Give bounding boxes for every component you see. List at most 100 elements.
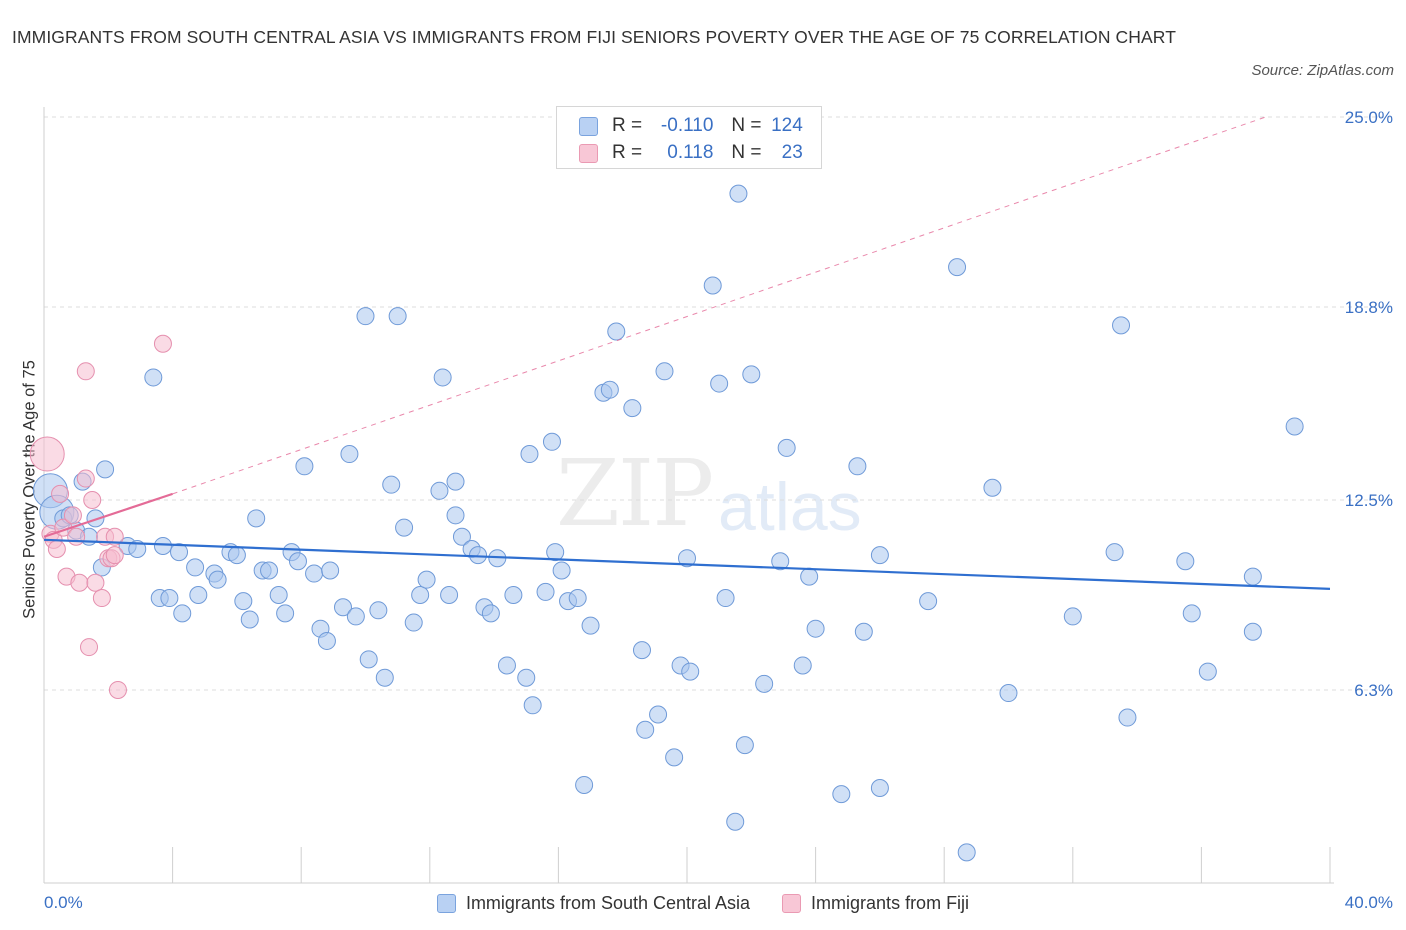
point-south-central-asia-69: [546, 543, 565, 562]
point-south-central-asia-102: [854, 622, 873, 641]
bottom-legend: Immigrants from South Central Asia Immig…: [0, 888, 1406, 918]
point-south-central-asia-30: [276, 604, 295, 623]
point-south-central-asia-21: [208, 570, 227, 589]
point-south-central-asia-25: [240, 610, 259, 629]
point-fiji-20: [105, 527, 124, 546]
n-label: N =: [731, 142, 762, 163]
point-south-central-asia-79: [632, 641, 651, 660]
point-south-central-asia-100: [832, 785, 851, 804]
point-fiji-11: [76, 362, 95, 381]
point-south-central-asia-11: [128, 540, 147, 559]
stats-row-fiji: R = 0.118 N = 23: [579, 140, 803, 166]
point-south-central-asia-110: [1063, 607, 1082, 626]
point-south-central-asia-91: [729, 184, 748, 203]
point-south-central-asia-111: [1105, 543, 1124, 562]
point-south-central-asia-17: [170, 543, 189, 562]
point-south-central-asia-99: [806, 619, 825, 638]
point-south-central-asia-54: [446, 472, 465, 491]
r-label: R =: [612, 115, 643, 136]
point-south-central-asia-38: [333, 598, 352, 617]
point-south-central-asia-74: [581, 616, 600, 635]
watermark-zip: ZIP: [556, 440, 714, 547]
point-south-central-asia-106: [948, 258, 967, 277]
pink-swatch-icon: [579, 143, 598, 163]
point-fiji-7: [63, 506, 82, 525]
point-fiji-0: [29, 436, 65, 472]
point-south-central-asia-72: [568, 589, 587, 608]
point-south-central-asia-73: [575, 775, 594, 794]
point-south-central-asia-115: [1182, 604, 1201, 623]
r-label: R =: [612, 142, 643, 163]
point-south-central-asia-65: [523, 696, 542, 715]
point-south-central-asia-105: [919, 592, 938, 611]
legend-item-south-central-asia[interactable]: Immigrants from South Central Asia: [436, 893, 750, 914]
y-tick-label-0: 6.3%: [1354, 681, 1393, 700]
point-south-central-asia-104: [870, 546, 889, 565]
chart-title: IMMIGRANTS FROM SOUTH CENTRAL ASIA VS IM…: [12, 27, 1176, 47]
legend-item-fiji[interactable]: Immigrants from Fiji: [782, 893, 969, 914]
point-south-central-asia-48: [404, 613, 423, 632]
point-fiji-14: [86, 573, 105, 592]
y-tick-label-2: 18.8%: [1345, 298, 1393, 317]
ticks-layer: 6.3% 12.5% 18.8% 25.0% 0.0% 40.0%: [44, 108, 1393, 912]
n-value-pink: 23: [781, 142, 803, 163]
point-fiji-21: [108, 680, 127, 699]
point-south-central-asia-87: [703, 276, 722, 295]
point-south-central-asia-52: [433, 368, 452, 387]
point-fiji-13: [83, 491, 102, 509]
point-south-central-asia-112: [1112, 316, 1131, 335]
point-south-central-asia-96: [777, 438, 796, 457]
point-south-central-asia-108: [983, 478, 1002, 497]
point-fiji-22: [153, 334, 172, 353]
point-south-central-asia-114: [1176, 552, 1195, 571]
y-tick-label-3: 25.0%: [1345, 108, 1393, 127]
point-south-central-asia-88: [710, 374, 729, 393]
source-label: Source: ZipAtlas.com: [1251, 62, 1394, 79]
points-layer: [29, 184, 1304, 862]
blue-swatch-icon: [579, 116, 598, 136]
point-south-central-asia-68: [542, 432, 561, 451]
point-south-central-asia-36: [317, 631, 336, 650]
point-south-central-asia-83: [665, 748, 684, 767]
point-south-central-asia-39: [340, 445, 359, 464]
legend-label-fiji: Immigrants from Fiji: [811, 892, 970, 913]
point-south-central-asia-103: [870, 779, 889, 798]
point-south-central-asia-34: [305, 564, 324, 583]
point-fiji-4: [51, 484, 70, 503]
r-value-blue: -0.110: [660, 115, 714, 136]
point-south-central-asia-70: [552, 561, 571, 580]
point-south-central-asia-40: [346, 607, 365, 626]
n-label: N =: [731, 115, 762, 136]
point-south-central-asia-94: [755, 674, 774, 693]
point-south-central-asia-93: [742, 365, 761, 384]
point-fiji-15: [92, 589, 111, 608]
point-south-central-asia-53: [440, 585, 459, 604]
point-south-central-asia-7: [86, 509, 105, 528]
x-tick-label-1: 40.0%: [1345, 893, 1393, 912]
point-south-central-asia-18: [186, 558, 205, 577]
trend-layer: [43, 116, 1331, 590]
watermark-atlas: atlas: [718, 469, 862, 545]
point-south-central-asia-64: [517, 668, 536, 687]
point-fiji-3: [47, 540, 66, 559]
point-south-central-asia-56: [452, 527, 471, 546]
point-south-central-asia-37: [321, 561, 340, 580]
blue-legend-swatch-icon: [436, 893, 456, 913]
point-south-central-asia-98: [800, 567, 819, 586]
point-south-central-asia-86: [681, 662, 700, 681]
point-south-central-asia-62: [497, 656, 516, 675]
point-south-central-asia-15: [160, 589, 179, 608]
point-fiji-10: [76, 469, 95, 488]
point-south-central-asia-118: [1243, 622, 1262, 641]
y-tick-label-1: 12.5%: [1345, 491, 1393, 510]
point-south-central-asia-97: [793, 656, 812, 675]
point-fiji-8: [67, 527, 86, 546]
point-south-central-asia-116: [1198, 662, 1217, 681]
point-south-central-asia-92: [735, 736, 754, 755]
point-south-central-asia-51: [430, 481, 449, 500]
point-south-central-asia-26: [247, 509, 266, 528]
point-fiji-9: [70, 573, 89, 592]
point-south-central-asia-78: [623, 399, 642, 418]
point-south-central-asia-47: [395, 518, 414, 537]
point-south-central-asia-81: [649, 705, 668, 724]
